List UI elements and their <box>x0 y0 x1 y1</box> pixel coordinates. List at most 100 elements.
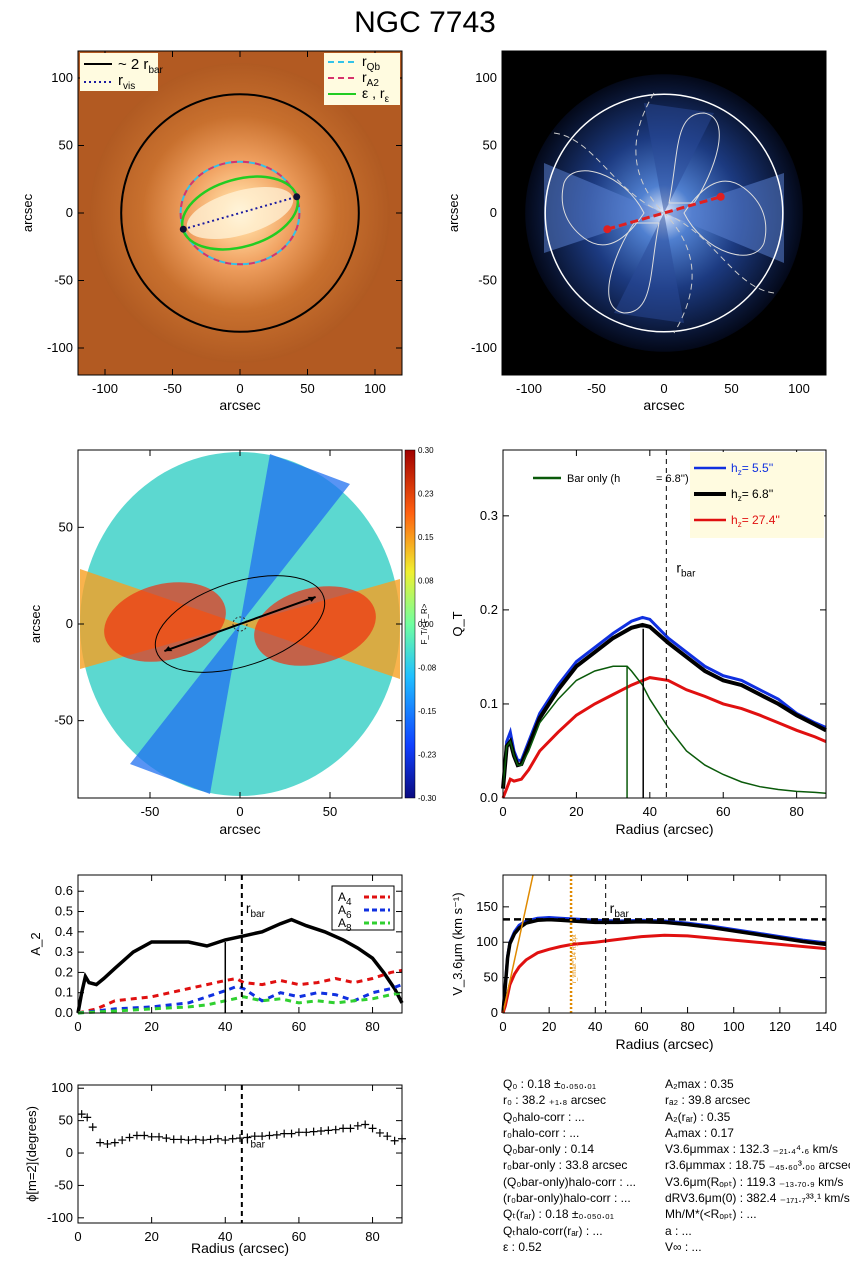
panel6-ylabel: V_3.6μm (km s⁻¹) <box>450 892 465 995</box>
param-line: V3.6μm(Rₒₚₜ) : 119.3 ₋₁₃.₇₀.₉ km/s <box>665 1174 844 1189</box>
phase-point <box>125 1133 134 1142</box>
rbar-label: rbar <box>246 1130 266 1150</box>
contour <box>608 222 660 314</box>
y-tick-label: -50 <box>54 713 73 728</box>
legend-bar-only-value: = 6.8'') <box>656 473 689 485</box>
x-tick-label: 0 <box>74 1019 81 1034</box>
x-tick-label: 80 <box>365 1229 379 1244</box>
y-tick-label: 100 <box>475 70 497 85</box>
param-line: a : ... <box>665 1223 692 1238</box>
param-line: r₀bar-only : 33.8 arcsec <box>503 1158 628 1173</box>
y-tick-label: 0.2 <box>480 602 498 617</box>
phase-point <box>155 1132 163 1141</box>
param-line: A₂max : 0.35 <box>665 1077 734 1091</box>
y-tick-label: 0.2 <box>55 964 73 979</box>
bar-end-marker <box>716 192 725 201</box>
y-tick-label: 0.1 <box>55 985 73 1000</box>
param-line: Q₀ : 0.18 ±₀.₀₅₀.₀₁ <box>503 1077 597 1091</box>
phase-point <box>375 1128 384 1137</box>
rotation-series-line <box>501 917 827 1014</box>
x-tick-label: 0 <box>74 1229 81 1244</box>
x-tick-label: 40 <box>643 804 657 819</box>
colorbar-tick-label: -0.08 <box>418 664 437 673</box>
param-line: Mh/M*(<Rₒₚₜ) : ... <box>665 1207 757 1222</box>
x-tick-label: -100 <box>516 381 542 396</box>
y-tick-label: 0 <box>66 205 73 220</box>
param-line: V3.6μmmax : 132.3 ₋₂₁.₄⁴.₆ km/s <box>665 1142 838 1157</box>
x-tick-label: 50 <box>724 381 738 396</box>
rotation-series-line <box>502 874 534 1014</box>
param-line: r₀ : 38.2 ₊₁.₈ arcsec <box>503 1093 607 1108</box>
phase-point <box>221 1136 230 1145</box>
panel7-ylabel: ϕ[m=2](degrees) <box>24 1106 39 1202</box>
colorbar <box>404 449 416 799</box>
colorbar-tick-label: 0.00 <box>418 620 434 629</box>
colorbar-tick-label: -0.23 <box>418 751 437 760</box>
phase-point <box>118 1136 127 1145</box>
panel4-xlabel: Radius (arcsec) <box>615 821 713 837</box>
residual-wedge <box>664 173 784 263</box>
phase-point <box>103 1139 112 1148</box>
legend-item: rQb <box>362 53 380 73</box>
panel5-ylabel: A_2 <box>28 932 43 955</box>
phase-point <box>302 1128 311 1137</box>
phase-point <box>162 1134 171 1143</box>
panel7-frame <box>77 1084 403 1224</box>
panel4-frame <box>502 449 827 799</box>
colorbar-tick-label: -0.15 <box>418 707 437 716</box>
rotation-series-line <box>501 915 827 1014</box>
x-tick-label: 80 <box>680 1019 694 1034</box>
x-tick-label: 60 <box>292 1019 306 1034</box>
param-line: Q₀bar-only : 0.14 <box>503 1142 595 1157</box>
phase-point <box>184 1136 193 1145</box>
legend-item: ε , rε <box>362 85 390 105</box>
qt-series-line <box>501 676 827 799</box>
param-line: ε : 0.52 <box>503 1239 542 1254</box>
panel4-ylabel: Q_T <box>450 611 465 636</box>
x-tick-label: 0 <box>499 804 506 819</box>
phase-point <box>199 1136 208 1145</box>
phase-point <box>272 1130 281 1139</box>
x-tick-label: 140 <box>815 1019 837 1034</box>
arrow-head <box>307 596 316 602</box>
phase-point <box>339 1124 348 1133</box>
residual-wedge <box>644 103 714 213</box>
residual-circle <box>544 93 784 333</box>
legend-2rbar: ~ 2 rbar <box>118 56 164 76</box>
panel6-xlabel: Radius (arcsec) <box>615 1036 713 1052</box>
x-tick-label: 100 <box>788 381 810 396</box>
ropt-label: r_vmax^1/4 R_opt <box>572 934 578 983</box>
bar-end-marker <box>179 225 187 233</box>
legend-item: A4 <box>338 890 352 908</box>
phase-point <box>294 1128 303 1137</box>
center-circle <box>232 616 248 632</box>
x-tick-label: 20 <box>569 804 583 819</box>
x-tick-label: 40 <box>588 1019 602 1034</box>
colorbar-tick-label: 0.23 <box>418 490 434 499</box>
y-tick-label: 100 <box>51 70 73 85</box>
x-tick-label: 100 <box>364 381 386 396</box>
phase-point <box>309 1127 318 1136</box>
phase-point <box>77 1110 86 1119</box>
x-tick-label: 20 <box>144 1019 158 1034</box>
phase-point <box>317 1127 325 1135</box>
y-tick-label: 0.1 <box>480 696 498 711</box>
phase-point <box>390 1136 399 1145</box>
x-tick-label: -100 <box>92 381 118 396</box>
phase-point <box>331 1125 340 1134</box>
phase-point <box>132 1131 141 1140</box>
panel2-xlabel: arcsec <box>643 397 684 413</box>
x-tick-label: 80 <box>789 804 803 819</box>
y-tick-label: 50 <box>483 138 497 153</box>
x-tick-label: 60 <box>292 1229 306 1244</box>
colorbar-tick-label: 0.15 <box>418 533 434 542</box>
qt-series-line <box>502 665 827 795</box>
fourier-series-line <box>77 991 403 1015</box>
phase-point <box>206 1135 215 1144</box>
y-tick-label: 50 <box>59 519 73 534</box>
x-tick-label: 120 <box>769 1019 791 1034</box>
ra2-ellipse <box>179 160 301 266</box>
panel6-frame <box>502 874 827 1014</box>
param-line: V∞ : ... <box>665 1239 702 1254</box>
